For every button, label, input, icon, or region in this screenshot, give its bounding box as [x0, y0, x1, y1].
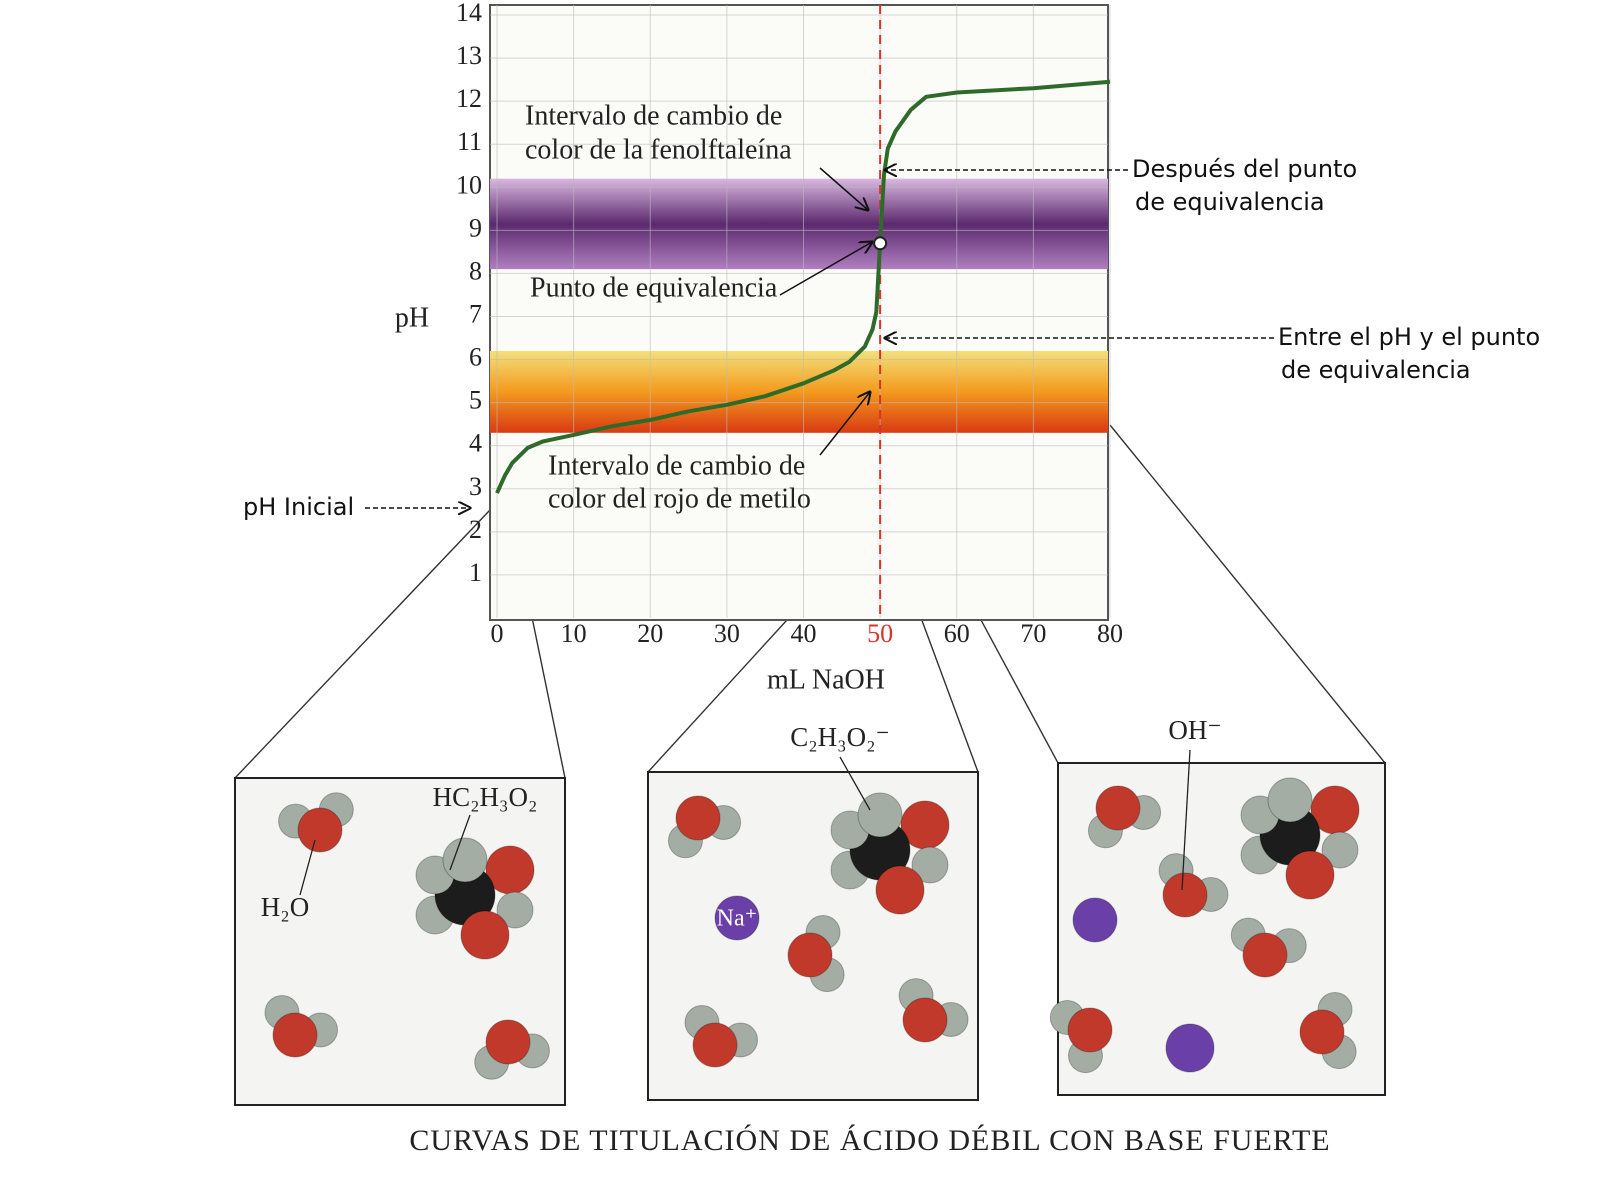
atom	[787, 932, 833, 978]
atom	[692, 1022, 738, 1068]
y-tick-label: 5	[469, 386, 482, 415]
atom	[875, 865, 925, 915]
annotation: Punto de equivalencia	[530, 272, 778, 303]
y-tick-label: 2	[469, 515, 482, 544]
label-leader	[299, 839, 316, 896]
atom	[1285, 850, 1335, 900]
molecule-label: HC₂H₃O₂	[433, 782, 538, 812]
atom	[1072, 897, 1118, 943]
atom	[675, 795, 721, 841]
y-tick-label: 1	[469, 558, 482, 587]
x-tick-label: 50	[867, 619, 893, 648]
atom	[297, 807, 343, 853]
y-tick-label: 8	[469, 256, 482, 285]
y-tick-label: 11	[457, 127, 482, 156]
atom	[1299, 1009, 1345, 1055]
label-leader	[449, 814, 471, 871]
x-tick-label: 70	[1020, 619, 1046, 648]
atom	[1165, 1023, 1215, 1073]
label-leader	[1181, 749, 1191, 891]
titration-curve	[495, 79, 1111, 494]
annotation: Después del punto	[1132, 155, 1357, 183]
x-tick-label: 0	[491, 619, 504, 648]
y-axis-label: pH	[395, 302, 429, 333]
atom	[857, 792, 903, 838]
atom	[714, 895, 760, 941]
annotation: de equivalencia	[1281, 356, 1471, 384]
molecule-label: Na⁺	[717, 906, 758, 932]
plot-background	[489, 4, 1109, 621]
caption: CURVAS DE TITULACIÓN DE ÁCIDO DÉBIL CON …	[409, 1124, 1330, 1157]
x-tick-label: 20	[637, 619, 663, 648]
atom	[485, 1019, 531, 1065]
atom	[1162, 872, 1208, 918]
atom	[902, 997, 948, 1043]
annotation: Intervalo de cambio de	[548, 450, 805, 481]
annotation: color del rojo de metilo	[548, 483, 811, 514]
y-tick-label: 12	[456, 84, 482, 113]
molecule-label: C₂H₃O₂⁻	[790, 722, 890, 752]
x-axis-label: mL NaOH	[767, 664, 885, 695]
atom	[911, 846, 949, 884]
y-tick-label: 3	[469, 472, 482, 501]
annotation: pH Inicial	[243, 493, 354, 521]
y-tick-label: 4	[469, 429, 482, 458]
annotation: color de la fenolftaleína	[525, 134, 792, 165]
y-tick-label: 10	[456, 170, 482, 199]
atom	[272, 1012, 318, 1058]
indicator-band	[490, 178, 1108, 270]
x-tick-label: 30	[714, 619, 740, 648]
annotation-arrow	[779, 242, 872, 296]
y-tick-label: 9	[469, 213, 482, 242]
y-tick-label: 13	[456, 41, 482, 70]
y-tick-label: 6	[469, 343, 482, 372]
molecule-label: OH⁻	[1168, 715, 1221, 745]
atom	[1095, 785, 1141, 831]
atom	[1242, 932, 1288, 978]
x-tick-label: 80	[1097, 619, 1123, 648]
label-leader	[839, 756, 871, 811]
annotation-arrow	[819, 392, 870, 456]
annotation: de equivalencia	[1135, 188, 1325, 216]
y-tick-label: 14	[456, 0, 482, 27]
atom	[496, 891, 534, 929]
molecule-panels: H₂O HC₂H₃O₂ C₂H₃O₂⁻ Na⁺ OH⁻	[234, 715, 1386, 1106]
x-tick-label: 60	[944, 619, 970, 648]
atom	[1067, 1007, 1113, 1053]
atom	[460, 910, 510, 960]
atom	[1267, 777, 1313, 823]
indicator-band	[490, 350, 1108, 433]
y-tick-label: 7	[469, 299, 482, 328]
atom	[442, 837, 488, 883]
annotation: Entre el pH y el punto	[1278, 323, 1540, 351]
x-tick-label: 40	[791, 619, 817, 648]
molecule-label: H₂O	[261, 892, 309, 922]
x-tick-label: 10	[561, 619, 587, 648]
equivalence-point	[873, 236, 888, 251]
annotation: Intervalo de cambio de	[525, 100, 782, 131]
atom	[1321, 831, 1359, 869]
annotation-arrow	[819, 167, 868, 210]
